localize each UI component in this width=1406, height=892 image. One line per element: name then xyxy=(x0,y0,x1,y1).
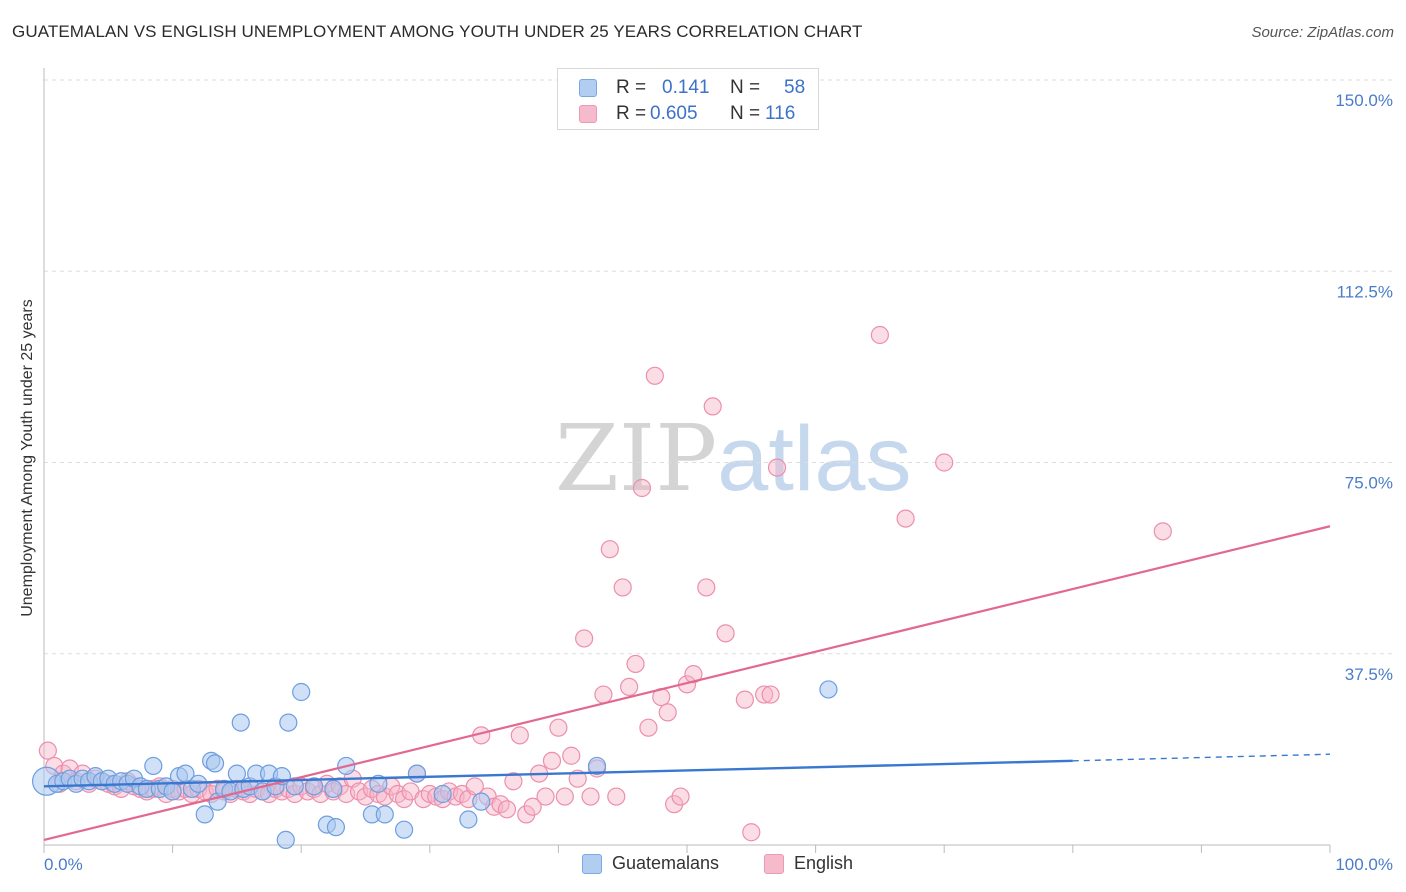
guatemalan-point xyxy=(375,805,394,824)
english-point xyxy=(575,629,594,648)
guatemalan-point xyxy=(587,756,607,776)
legend-n-label: N = xyxy=(730,103,761,124)
legend-n-value: 116 xyxy=(765,103,796,124)
series-legend-label: Guatemalans xyxy=(612,853,720,873)
series-legend-guatemalans[interactable]: Guatemalans xyxy=(582,853,719,874)
guatemalan-point xyxy=(279,713,298,732)
guatemalan-point xyxy=(459,810,478,829)
english-point xyxy=(504,772,523,791)
english-point xyxy=(562,746,581,765)
axis-layer xyxy=(43,68,1331,853)
english-point xyxy=(658,703,677,722)
legend-n-label: N = xyxy=(730,77,761,98)
english-point xyxy=(568,769,587,788)
guatemalan-point xyxy=(205,754,225,773)
guatemalan-point xyxy=(227,764,246,783)
guatemalan-point xyxy=(276,830,295,850)
guatemalan-point xyxy=(472,792,491,811)
english-point xyxy=(935,453,954,472)
english-point xyxy=(594,685,613,704)
guatemalan-point xyxy=(292,682,311,702)
guatemalan-trend-line xyxy=(43,759,1073,788)
legend-n-value: 58 xyxy=(784,77,806,98)
watermark-atlas: atlas xyxy=(717,408,912,510)
series-swatch-english xyxy=(764,853,784,874)
english-point xyxy=(600,540,619,559)
english-point xyxy=(465,777,484,796)
english-point xyxy=(767,458,787,477)
english-point xyxy=(755,685,774,704)
english-point xyxy=(607,787,626,806)
y-tick-label: 150.0% xyxy=(1335,91,1393,110)
guatemalan-point xyxy=(433,784,452,804)
english-point xyxy=(523,797,542,816)
english-point xyxy=(703,397,722,416)
guatemalan-point xyxy=(144,756,163,776)
legend-r-label: R = xyxy=(616,103,647,124)
guatemalan-trend-extension xyxy=(1072,753,1331,762)
english-point xyxy=(639,718,658,737)
guatemalan-point xyxy=(407,764,427,783)
legend-r-value: 0.141 xyxy=(662,77,710,98)
guatemalan-point xyxy=(369,774,388,793)
english-point xyxy=(555,787,574,806)
english-trend-line xyxy=(43,525,1331,841)
english-point xyxy=(542,751,562,770)
chart-title: GUATEMALAN VS ENGLISH UNEMPLOYMENT AMONG… xyxy=(12,22,863,41)
english-point xyxy=(536,787,555,806)
english-point xyxy=(645,366,664,385)
english-point xyxy=(684,665,703,684)
guatemalan-point xyxy=(231,713,250,732)
guatemalan-point xyxy=(324,779,343,799)
english-point xyxy=(671,787,690,806)
english-point xyxy=(1153,522,1172,541)
x-tick-label: 100.0% xyxy=(1335,855,1393,874)
english-point xyxy=(581,787,600,806)
trend-layer xyxy=(43,525,1331,841)
guatemalan-point xyxy=(326,818,346,837)
guatemalan-point xyxy=(195,805,214,824)
english-point xyxy=(716,624,735,643)
correlation-legend: R = 0.141 N = 58 R = 0.605 N = 116 xyxy=(557,68,819,130)
english-point xyxy=(896,509,915,528)
guatemalan-points xyxy=(31,680,838,850)
english-point xyxy=(510,726,529,745)
y-tick-label: 112.5% xyxy=(1337,282,1393,301)
english-point xyxy=(549,718,568,737)
y-tick-label: 75.0% xyxy=(1345,474,1393,493)
english-point xyxy=(870,325,890,345)
source-credit: Source: ZipAtlas.com xyxy=(1251,24,1394,41)
grid-layer xyxy=(44,79,1395,655)
legend-r-value: 0.605 xyxy=(650,103,698,124)
english-point xyxy=(38,741,57,760)
tick-label-layer: 37.5% 75.0% 112.5% 150.0% 0.0% 100.0% xyxy=(44,91,1393,874)
series-legend: Guatemalans English xyxy=(0,853,1406,877)
english-point xyxy=(742,823,761,842)
english-point xyxy=(613,578,632,597)
english-point xyxy=(632,478,652,498)
guatemalan-point xyxy=(394,820,414,839)
series-legend-english[interactable]: English xyxy=(764,853,853,874)
y-tick-label: 37.5% xyxy=(1345,665,1393,684)
legend-swatch-english xyxy=(579,105,597,123)
series-swatch-guatemalans xyxy=(582,853,602,874)
english-point xyxy=(497,800,517,819)
guatemalan-point xyxy=(163,782,182,801)
x-tick-label: 0.0% xyxy=(44,855,83,874)
english-point xyxy=(761,685,780,704)
legend-r-label: R = xyxy=(616,77,647,98)
guatemalan-point xyxy=(819,680,838,699)
legend-swatch-guatemalans xyxy=(579,79,597,97)
guatemalan-point xyxy=(304,777,324,796)
english-point xyxy=(735,690,754,709)
english-point xyxy=(697,578,716,597)
english-point xyxy=(620,677,639,697)
series-legend-label: English xyxy=(794,853,854,873)
english-point xyxy=(626,654,645,674)
